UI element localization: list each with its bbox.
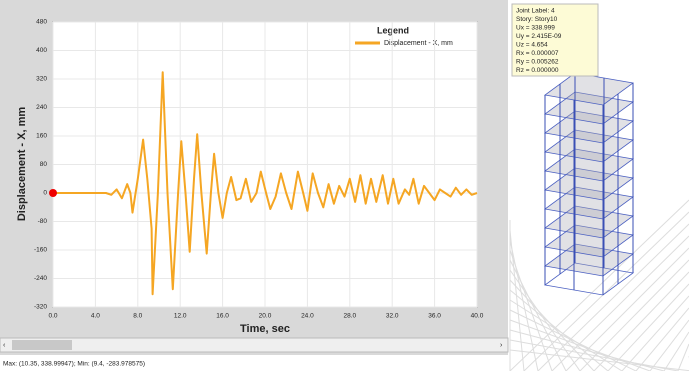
- x-tick-label: 16.0: [216, 313, 229, 320]
- page: ‹ › Max: (10.35, 338.99947); Min: (9.4, …: [0, 0, 689, 376]
- status-text: Max: (10.35, 338.99947); Min: (9.4, -283…: [3, 361, 145, 368]
- y-tick-label: 0: [43, 190, 47, 197]
- x-tick-label: 24.0: [301, 313, 314, 320]
- joint-info-line: Story: Story10: [516, 16, 558, 23]
- y-tick-label: 400: [36, 47, 47, 54]
- y-tick-label: 160: [36, 133, 47, 140]
- x-tick-label: 0.0: [48, 313, 57, 320]
- joint-info-line: Ux = 338.999: [516, 25, 555, 32]
- y-tick-label: -80: [38, 218, 48, 225]
- y-tick-label: 480: [36, 19, 47, 26]
- y-tick-label: -160: [34, 247, 47, 254]
- y-tick-label: 240: [36, 104, 47, 111]
- y-axis-label: Displacement - X, mm: [16, 107, 28, 222]
- joint-info-line: Joint Label: 4: [516, 8, 555, 15]
- joint-info-line: Rz = 0.000000: [516, 67, 559, 74]
- x-tick-label: 36.0: [428, 313, 441, 320]
- y-tick-label: 320: [36, 76, 47, 83]
- x-tick-label: 28.0: [343, 313, 356, 320]
- y-tick-label: -240: [34, 275, 47, 282]
- origin-marker: [49, 189, 57, 197]
- x-tick-label: 4.0: [91, 313, 100, 320]
- joint-info-line: Uy = 2.415E-09: [516, 33, 562, 40]
- joint-info-line: Ry = 0.005262: [516, 59, 559, 66]
- x-axis-label: Time, sec: [240, 323, 290, 335]
- scroll-thumb[interactable]: [12, 340, 72, 350]
- y-tick-label: 80: [40, 161, 48, 168]
- x-tick-label: 20.0: [259, 313, 272, 320]
- joint-info-line: Rx = 0.000007: [516, 50, 559, 57]
- scrollbar[interactable]: [0, 338, 508, 352]
- x-tick-label: 8.0: [133, 313, 142, 320]
- screen: ‹ › Max: (10.35, 338.99947); Min: (9.4, …: [0, 0, 689, 371]
- joint-info-line: Uz = 4.654: [516, 42, 548, 49]
- y-tick-label: -320: [34, 304, 47, 311]
- x-tick-label: 40.0: [471, 313, 484, 320]
- x-tick-label: 32.0: [386, 313, 399, 320]
- legend-label: Displacement - X, mm: [384, 40, 453, 47]
- legend-title: Legend: [377, 25, 409, 35]
- x-tick-label: 12.0: [174, 313, 187, 320]
